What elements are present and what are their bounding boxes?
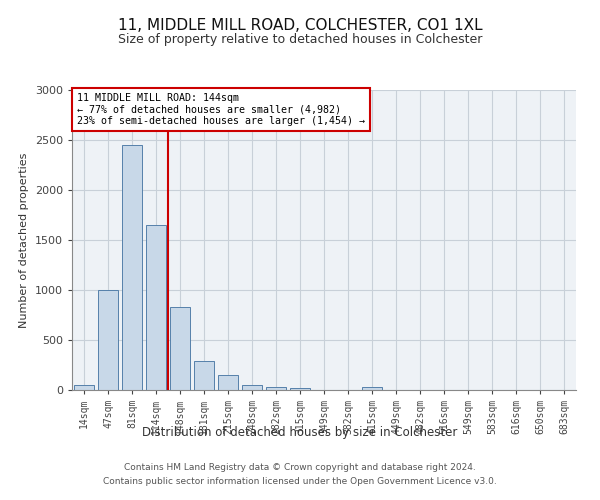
Bar — [146, 225, 166, 390]
Text: Size of property relative to detached houses in Colchester: Size of property relative to detached ho… — [118, 32, 482, 46]
Text: Distribution of detached houses by size in Colchester: Distribution of detached houses by size … — [142, 426, 458, 439]
Bar — [266, 386, 286, 390]
Bar — [74, 384, 94, 390]
Y-axis label: Number of detached properties: Number of detached properties — [19, 152, 29, 328]
Bar — [242, 384, 262, 390]
Bar — [218, 375, 238, 390]
Bar — [290, 388, 310, 390]
Text: Contains HM Land Registry data © Crown copyright and database right 2024.: Contains HM Land Registry data © Crown c… — [124, 464, 476, 472]
Text: 11, MIDDLE MILL ROAD, COLCHESTER, CO1 1XL: 11, MIDDLE MILL ROAD, COLCHESTER, CO1 1X… — [118, 18, 482, 32]
Bar — [98, 290, 118, 390]
Text: Contains public sector information licensed under the Open Government Licence v3: Contains public sector information licen… — [103, 477, 497, 486]
Bar — [194, 360, 214, 390]
Bar — [170, 307, 190, 390]
Bar — [122, 145, 142, 390]
Text: 11 MIDDLE MILL ROAD: 144sqm
← 77% of detached houses are smaller (4,982)
23% of : 11 MIDDLE MILL ROAD: 144sqm ← 77% of det… — [77, 93, 365, 126]
Bar — [362, 387, 382, 390]
